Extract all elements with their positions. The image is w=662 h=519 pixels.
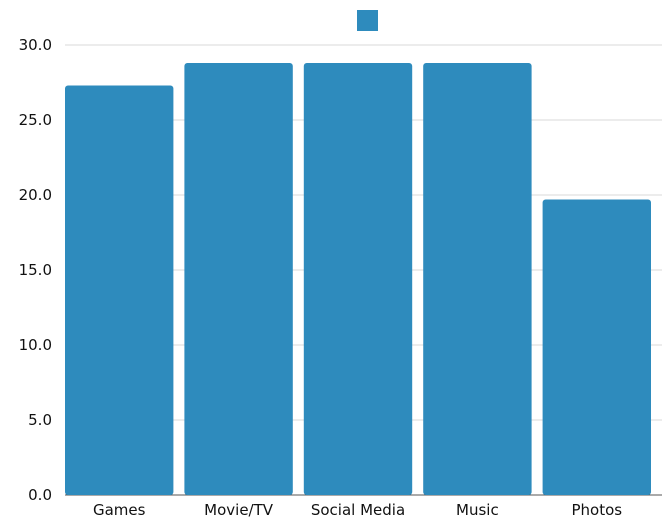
- y-tick-label: 15.0: [19, 261, 52, 279]
- x-tick-label: Photos: [571, 501, 622, 519]
- y-tick-label: 30.0: [19, 36, 52, 54]
- y-tick-label: 10.0: [19, 336, 52, 354]
- bar[interactable]: [184, 63, 293, 495]
- bar[interactable]: [542, 199, 651, 496]
- y-tick-label: 5.0: [28, 411, 52, 429]
- bar[interactable]: [303, 63, 413, 495]
- x-tick-label: Movie/TV: [204, 501, 274, 519]
- y-tick-label: 25.0: [19, 111, 52, 129]
- legend-swatch[interactable]: [357, 10, 378, 31]
- y-tick-label: 20.0: [19, 186, 52, 204]
- bar[interactable]: [65, 85, 174, 496]
- y-axis-tick-labels: 0.0 5.0 10.0 15.0 20.0 25.0 30.0: [19, 36, 52, 504]
- x-tick-label: Music: [456, 501, 499, 519]
- x-tick-label: Games: [93, 501, 146, 519]
- bar[interactable]: [423, 63, 532, 495]
- x-axis-tick-labels: Games Movie/TV Social Media Music Photos: [93, 501, 622, 519]
- bars: [65, 63, 651, 495]
- x-tick-label: Social Media: [311, 501, 405, 519]
- y-tick-label: 0.0: [28, 486, 52, 504]
